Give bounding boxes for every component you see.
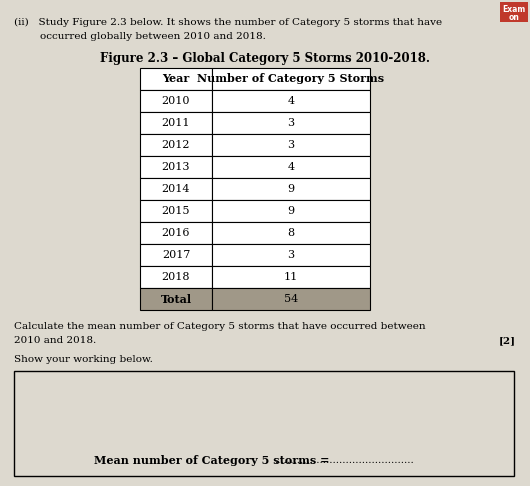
Text: 2018: 2018 <box>162 272 190 282</box>
Text: Show your working below.: Show your working below. <box>14 355 153 364</box>
Text: (ii)   Study Figure 2.3 below. It shows the number of Category 5 storms that hav: (ii) Study Figure 2.3 below. It shows th… <box>14 18 442 27</box>
Bar <box>212 288 370 310</box>
Text: 2017: 2017 <box>162 250 190 260</box>
Text: 3: 3 <box>287 118 295 128</box>
Text: 4: 4 <box>287 162 295 172</box>
Text: 4: 4 <box>287 96 295 106</box>
Text: 2013: 2013 <box>162 162 190 172</box>
Text: 2010 and 2018.: 2010 and 2018. <box>14 336 96 345</box>
Text: 11: 11 <box>284 272 298 282</box>
Bar <box>212 178 370 200</box>
Bar <box>140 244 212 266</box>
Text: Mean number of Category 5 storms =: Mean number of Category 5 storms = <box>94 454 333 466</box>
Text: 54: 54 <box>284 294 298 304</box>
Bar <box>140 200 212 222</box>
Text: occurred globally between 2010 and 2018.: occurred globally between 2010 and 2018. <box>14 32 266 41</box>
Text: 2011: 2011 <box>162 118 190 128</box>
Bar <box>212 244 370 266</box>
Bar <box>212 134 370 156</box>
Bar <box>140 266 212 288</box>
Bar <box>140 68 212 90</box>
Bar <box>140 288 212 310</box>
Text: 8: 8 <box>287 228 295 238</box>
Text: Calculate the mean number of Category 5 storms that have occurred between: Calculate the mean number of Category 5 … <box>14 322 426 331</box>
Text: [2]: [2] <box>499 336 516 345</box>
Text: 2015: 2015 <box>162 206 190 216</box>
Bar <box>140 178 212 200</box>
Bar <box>212 266 370 288</box>
Bar <box>212 90 370 112</box>
Text: 3: 3 <box>287 250 295 260</box>
Text: 2010: 2010 <box>162 96 190 106</box>
Text: 2012: 2012 <box>162 140 190 150</box>
Text: on: on <box>509 13 519 22</box>
Bar <box>212 112 370 134</box>
FancyBboxPatch shape <box>500 2 528 22</box>
Text: Figure 2.3 – Global Category 5 Storms 2010-2018.: Figure 2.3 – Global Category 5 Storms 20… <box>100 52 430 65</box>
Bar <box>212 156 370 178</box>
Text: ...........................................: ........................................… <box>274 455 414 465</box>
Text: 3: 3 <box>287 140 295 150</box>
Bar <box>140 156 212 178</box>
Text: Number of Category 5 Storms: Number of Category 5 Storms <box>198 73 385 85</box>
Text: 2016: 2016 <box>162 228 190 238</box>
Text: Total: Total <box>161 294 191 305</box>
Bar <box>212 222 370 244</box>
Bar <box>212 68 370 90</box>
Bar <box>212 200 370 222</box>
Text: Year: Year <box>162 73 190 85</box>
Bar <box>140 134 212 156</box>
Bar <box>140 112 212 134</box>
Text: Exam: Exam <box>502 5 526 14</box>
Text: 9: 9 <box>287 184 295 194</box>
Bar <box>14 371 514 476</box>
Bar <box>140 90 212 112</box>
Bar <box>140 222 212 244</box>
Text: 9: 9 <box>287 206 295 216</box>
Text: 2014: 2014 <box>162 184 190 194</box>
